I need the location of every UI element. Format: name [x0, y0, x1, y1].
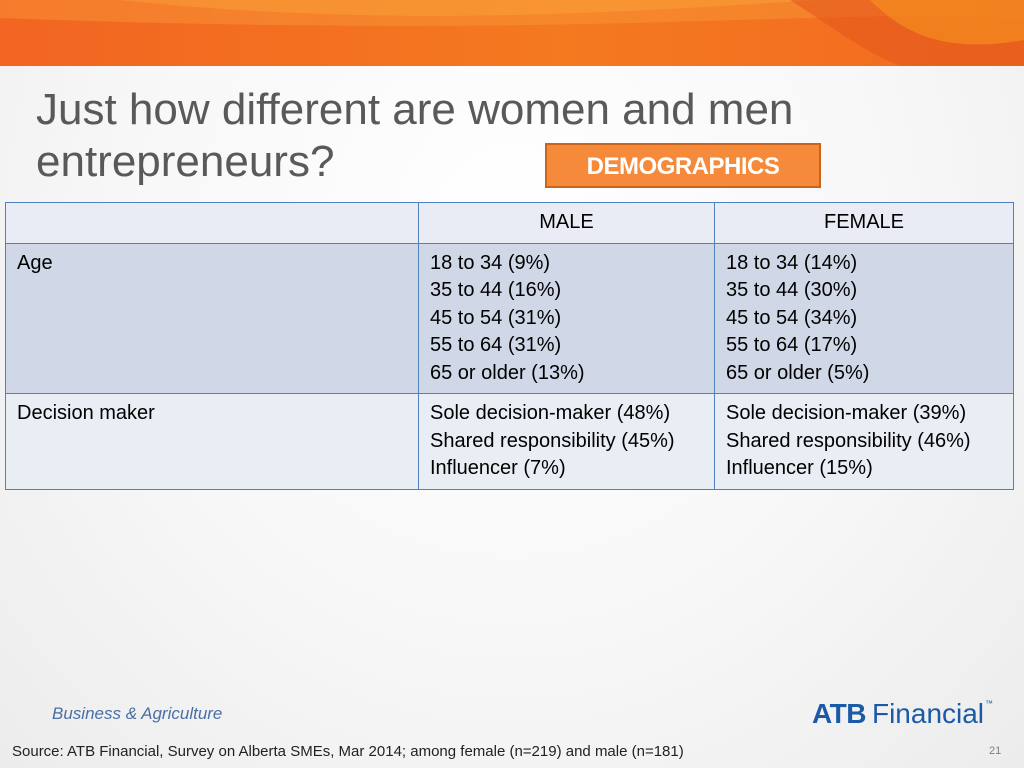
list-item: Influencer (7%): [430, 457, 566, 479]
comparison-table: MALE FEMALE Age 18 to 34 (9%) 35 to 44 (…: [5, 202, 1014, 490]
logo-trademark: ™: [985, 699, 994, 708]
list-item: 18 to 34 (9%): [430, 251, 551, 274]
list-item: Sole decision-maker (48%): [430, 402, 671, 424]
list-item: Influencer (15%): [726, 457, 873, 479]
slide-title: Just how different are women and men ent…: [36, 85, 794, 186]
header-male: MALE: [418, 202, 715, 244]
list-item: 45 to 54 (31%): [430, 306, 562, 329]
demographics-tag: DEMOGRAPHICS: [545, 143, 821, 188]
male-cell: 18 to 34 (9%) 35 to 44 (16%) 45 to 54 (3…: [418, 242, 715, 394]
logo-financial-text: Financial: [871, 698, 985, 729]
header-female: FEMALE: [714, 202, 1014, 244]
header-empty: [5, 202, 419, 244]
row-label: Age: [5, 242, 419, 394]
female-cell: 18 to 34 (14%) 35 to 44 (30%) 45 to 54 (…: [714, 242, 1014, 394]
table-row-age: Age 18 to 34 (9%) 35 to 44 (16%) 45 to 5…: [5, 242, 1014, 394]
list-item: 45 to 54 (34%): [726, 306, 858, 329]
top-banner: [0, 0, 1024, 66]
table-header-row: MALE FEMALE: [5, 202, 1014, 244]
source-note: Source: ATB Financial, Survey on Alberta…: [12, 743, 684, 760]
list-item: 35 to 44 (30%): [726, 279, 858, 301]
row-label: Decision maker: [5, 393, 419, 490]
list-item: 35 to 44 (16%): [430, 279, 562, 301]
male-cell: Sole decision-maker (48%) Shared respons…: [418, 393, 715, 490]
table-row-decision-maker: Decision maker Sole decision-maker (48%)…: [5, 393, 1014, 490]
list-item: Sole decision-maker (39%): [726, 402, 967, 424]
page-number: 21: [989, 745, 1002, 757]
list-item: 55 to 64 (31%): [430, 334, 562, 356]
list-item: 55 to 64 (17%): [726, 334, 858, 356]
division-label: Business & Agriculture: [52, 704, 223, 723]
atb-financial-logo: ATB Financial ™: [812, 698, 993, 730]
list-item: 65 or older (5%): [726, 361, 870, 384]
list-item: Shared responsibility (45%): [430, 429, 675, 452]
list-item: Shared responsibility (46%): [726, 429, 971, 452]
logo-atb-text: ATB: [812, 698, 866, 729]
list-item: 18 to 34 (14%): [726, 251, 858, 274]
list-item: 65 or older (13%): [430, 361, 585, 384]
female-cell: Sole decision-maker (39%) Shared respons…: [714, 393, 1014, 490]
